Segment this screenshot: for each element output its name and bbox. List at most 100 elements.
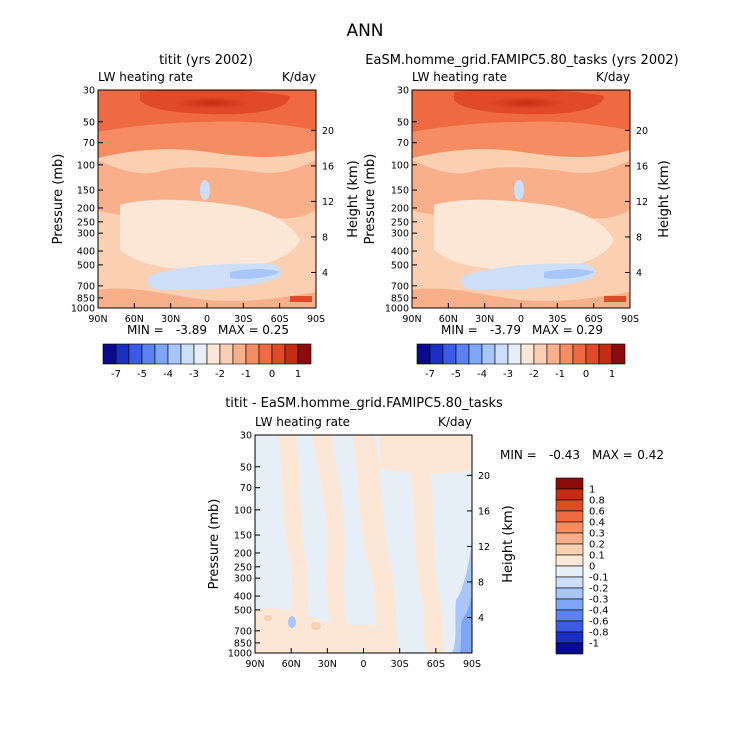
panel-1-y2tick-label: 4 <box>322 268 328 279</box>
panel-diff-xtick-label: 60N <box>282 659 301 670</box>
panel-diff-ytick-label: 500 <box>234 605 252 616</box>
panel-1-xtick-label: 60N <box>125 314 144 325</box>
panel-2-colorbar-label: -2 <box>529 369 539 380</box>
panel-1-colorbar-swatch <box>180 343 195 365</box>
panel-2-ytick-label: 70 <box>397 138 409 149</box>
panel-1-y2tick-label: 16 <box>322 161 334 172</box>
panel-diff-xtick-label: 90S <box>463 659 481 670</box>
panel-1-plot <box>97 89 317 309</box>
panel-2-variable-label: LW heating rate <box>412 70 507 84</box>
panel-diff-colorbar-label: 0.4 <box>589 518 605 529</box>
panel-diff-positive-strip-3 <box>352 435 400 653</box>
panel-1-colorbar-label: -7 <box>111 369 121 380</box>
panel-diff-positive-upper <box>380 435 472 474</box>
panel-2-colorbar-swatch <box>416 343 431 365</box>
panel-1-colorbar-label: -4 <box>163 369 173 380</box>
panel-2-y2tick-label: 16 <box>636 161 648 172</box>
panel-2-colorbar-swatch <box>507 343 522 365</box>
panel-2-max-value: 0.29 <box>576 323 603 337</box>
panel-1-min-value: -3.89 <box>176 323 207 337</box>
panel-1-ytick-label: 300 <box>77 229 95 240</box>
panel-1-light-core <box>120 199 300 270</box>
panel-diff-ytick-label: 70 <box>240 483 252 494</box>
panel-diff-y2tick-label: 8 <box>478 577 484 588</box>
panel-1-colorbar-swatch <box>141 343 156 365</box>
panel-2-colorbar-label: 0 <box>583 369 589 380</box>
panel-diff-colorbar-swatch <box>555 642 584 655</box>
panel-1-ytick-label: 400 <box>77 247 95 258</box>
panel-2-xtick-label: 0 <box>518 314 524 325</box>
panel-1-colorbar-swatch <box>167 343 182 365</box>
panel-diff-colorbar-label: 0.8 <box>589 496 605 507</box>
panel-2-colorbar-label: -7 <box>425 369 435 380</box>
panel-1-colorbar-swatch <box>271 343 286 365</box>
panel-2-surface-hot <box>604 296 626 302</box>
figure-title: ANN <box>346 21 383 41</box>
panel-diff-colorbar-label: 0.2 <box>589 540 605 551</box>
panel-1-colorbar-swatch <box>258 343 273 365</box>
panel-1-ytick-label: 150 <box>77 186 95 197</box>
panel-diff-ytick-label: 150 <box>234 531 252 542</box>
panel-2-colorbar-swatch <box>611 343 626 365</box>
panel-2-ytick-label: 850 <box>391 293 409 304</box>
panel-1-surface-hot <box>290 296 312 302</box>
panel-diff-colorbar: 10.80.60.40.30.20.10-0.1-0.2-0.3-0.4-0.6… <box>555 477 609 655</box>
panel-2-ylabel: Pressure (mb) <box>363 154 378 245</box>
panel-2-colorbar-swatch <box>442 343 457 365</box>
panel-diff-colorbar-swatch <box>555 521 584 534</box>
panel-1-colorbar-swatch <box>284 343 299 365</box>
panel-diff-ytick-label: 300 <box>234 574 252 585</box>
panel-2-xtick-label: 30S <box>548 314 566 325</box>
panel-diff-negative-core <box>460 590 472 653</box>
panel-1-colorbar-swatch <box>102 343 117 365</box>
panel-1-xtick-label: 30S <box>234 314 252 325</box>
panel-1-y2label: Height (km) <box>346 160 361 237</box>
panel-diff-colorbar-label: 0 <box>589 562 595 573</box>
panel-1-ytick-label: 1000 <box>71 304 95 315</box>
panel-diff-plot <box>254 434 473 654</box>
panel-2-colorbar-swatch <box>520 343 535 365</box>
panel-diff-xtick-label: 60S <box>427 659 445 670</box>
panel-diff-colorbar-label: -1 <box>589 639 599 650</box>
panel-2-min-value: -3.79 <box>490 323 521 337</box>
panel-2-colorbar-swatch <box>546 343 561 365</box>
panel-1-colorbar: -7 -5 -4 -3 -2 -1 0 1 <box>102 343 312 380</box>
panel-2: EaSM.homme_grid.FAMIPC5.80_tasks (yrs 20… <box>363 53 679 380</box>
panel-diff-colorbar-label: -0.8 <box>589 628 609 639</box>
panel-1-ylabel: Pressure (mb) <box>51 154 66 245</box>
panel-1-colorbar-label: -5 <box>137 369 147 380</box>
panel-diff-colorbar-swatch <box>555 576 584 589</box>
panel-2-colorbar-swatch <box>429 343 444 365</box>
panel-1-ytick-label: 50 <box>83 117 95 128</box>
panel-diff-colorbar-swatch <box>555 620 584 633</box>
panel-2-minimum-core <box>544 269 594 279</box>
panel-1-xtick-label: 0 <box>204 314 210 325</box>
panel-diff-y2tick-label: 20 <box>478 471 490 482</box>
panel-2-colorbar-label: -4 <box>477 369 487 380</box>
panel-2-ytick-label: 250 <box>391 217 409 228</box>
panel-2-units: K/day <box>596 70 630 84</box>
panel-1-colorbar-label: 1 <box>295 369 301 380</box>
panel-1-colorbar-label: -1 <box>241 369 251 380</box>
panel-diff-ytick-label: 850 <box>234 638 252 649</box>
panel-diff-max-value: 0.42 <box>637 448 664 462</box>
panel-diff-positive-spot-1 <box>311 622 321 630</box>
panel-2-y2label: Height (km) <box>657 160 672 237</box>
panel-diff-colorbar-label: -0.4 <box>589 606 609 617</box>
panel-1-colorbar-label: 0 <box>269 369 275 380</box>
panel-2-plot <box>411 89 631 309</box>
panel-diff-ytick-label: 50 <box>240 462 252 473</box>
panel-diff-colorbar-swatch <box>555 609 584 622</box>
panel-1-xtick-label: 90N <box>88 314 107 325</box>
panel-2-ytick-label: 500 <box>391 260 409 271</box>
panel-1-ytick-label: 200 <box>77 203 95 214</box>
panel-diff-xtick-label: 0 <box>360 659 366 670</box>
panel-diff-y2-axis: 20 16 12 8 4 <box>467 471 490 624</box>
panel-diff-colorbar-label: -0.3 <box>589 595 609 606</box>
panel-1-variable-label: LW heating rate <box>98 70 193 84</box>
panel-diff-colorbar-swatch <box>555 477 584 490</box>
panel-1-colorbar-label: -2 <box>215 369 225 380</box>
panel-diff-colorbar-label: -0.2 <box>589 584 609 595</box>
panel-2-ytick-label: 150 <box>391 186 409 197</box>
